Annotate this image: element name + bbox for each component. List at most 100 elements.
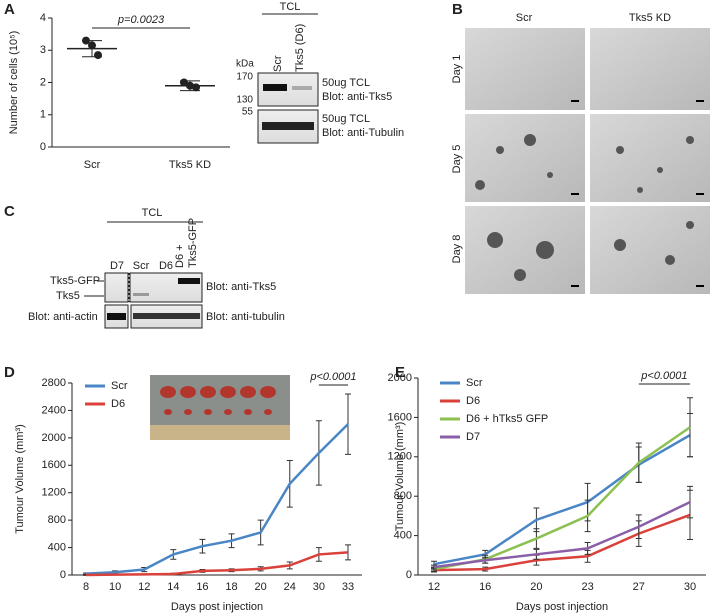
blot-image (104, 272, 129, 303)
legend-label: D6 + hTks5 GFP (466, 413, 548, 425)
x-tick-label: 24 (284, 581, 296, 593)
ruler (150, 425, 290, 440)
band (107, 313, 126, 320)
y-tick-label: 1600 (42, 459, 66, 471)
column-label: Tks5 KD (629, 12, 671, 24)
x-tick-label: 23 (581, 581, 593, 593)
x-tick-label: 18 (225, 581, 237, 593)
x-tick-label: Tks5 KD (169, 159, 211, 171)
panel-label: B (452, 1, 463, 18)
x-tick-label: 8 (83, 581, 89, 593)
y-axis-title: Tumour Volume (mm³) (14, 424, 26, 534)
lane-label: D6 (159, 260, 173, 272)
x-tick-label: Scr (84, 159, 101, 171)
band (178, 278, 200, 284)
panel-label: A (4, 1, 15, 18)
series-line (433, 513, 691, 572)
micrograph (590, 206, 710, 294)
caption: Blot: anti-Tubulin (322, 127, 404, 139)
error-bar (345, 393, 351, 455)
tumour-photo (150, 375, 290, 440)
band-label: Tks5 (56, 290, 80, 302)
x-tick-label: 14 (167, 581, 179, 593)
y-tick-label: 2000 (388, 372, 412, 384)
panel-label: E (395, 364, 405, 381)
lane-label: Tks5 (D6) (294, 24, 306, 72)
micrographs: Scr Tks5 KD Day 1 Day 5 Day 8 (451, 12, 710, 294)
panel-label: C (4, 203, 15, 220)
row-label: Day 8 (451, 235, 463, 264)
band (133, 293, 149, 296)
micrograph (465, 206, 585, 294)
x-tick-label: 16 (479, 581, 491, 593)
y-tick-label: 400 (48, 541, 66, 553)
y-tick-label: 2 (40, 76, 46, 88)
y-tick-label: 1200 (388, 451, 412, 463)
blot-c: TCL D7 Scr D6 D6 + Tks5-GFP Tks5-GFP Tks… (28, 207, 285, 329)
x-tick-label: 12 (138, 581, 150, 593)
x-axis-title: Days post injection (171, 601, 263, 613)
y-axis-title: Number of cells (10⁵) (8, 31, 20, 135)
legend-label: D7 (466, 431, 480, 443)
y-tick-label: 1 (40, 109, 46, 121)
annotation: p<0.0001 (640, 370, 687, 382)
x-tick-label: 20 (255, 581, 267, 593)
data-point (88, 41, 96, 50)
legend-label: D6 (466, 395, 480, 407)
row-label: Day 1 (451, 55, 463, 84)
data-point (192, 83, 200, 92)
y-tick-label: 0 (60, 569, 66, 581)
series-line (85, 551, 349, 577)
cells (475, 134, 694, 281)
legend-label: Scr (466, 377, 483, 389)
y-tick-label: 2400 (42, 404, 66, 416)
band-label: Tks5-GFP (50, 275, 100, 287)
y-tick-label: 400 (394, 530, 412, 542)
unit-label: kDa (236, 59, 254, 70)
annotation: p=0.0023 (117, 14, 165, 26)
lane-label: Scr (133, 260, 150, 272)
caption: Blot: anti-Tks5 (206, 281, 276, 293)
annotation: p<0.0001 (309, 371, 356, 383)
caption: 50ug TCL (322, 113, 370, 125)
marker-label: 170 (236, 72, 253, 83)
lane-label: D6 + (174, 244, 186, 268)
y-axis-title: Tumour Volume (mm³) (394, 422, 406, 532)
micrograph (590, 114, 710, 202)
column-label: Scr (516, 12, 533, 24)
row-label: Day 5 (451, 145, 463, 174)
band (262, 122, 314, 130)
panel-label: D (4, 364, 15, 381)
y-tick-label: 0 (406, 569, 412, 581)
micrograph (465, 28, 585, 110)
caption: Blot: anti-Tks5 (322, 91, 392, 103)
series-line (433, 426, 691, 571)
x-tick-label: 16 (196, 581, 208, 593)
x-tick-label: 27 (633, 581, 645, 593)
lane-label: Tks5-GFP (187, 218, 199, 268)
data-point (186, 81, 194, 90)
band (263, 84, 287, 91)
x-tick-label: 20 (530, 581, 542, 593)
legend-label: Scr (111, 380, 128, 392)
y-tick-label: 2800 (42, 377, 66, 389)
band (133, 313, 200, 319)
y-tick-label: 0 (40, 141, 46, 153)
micrograph (465, 114, 585, 202)
x-axis-title: Days post injection (516, 601, 608, 613)
marker-label: 130 (236, 95, 253, 106)
x-tick-label: 30 (313, 581, 325, 593)
x-tick-label: 30 (684, 581, 696, 593)
caption: Blot: anti-tubulin (206, 311, 285, 323)
data-point (82, 36, 90, 45)
marker-label: 55 (242, 107, 254, 118)
caption: Blot: anti-actin (28, 311, 98, 323)
blot-image (129, 272, 203, 303)
band (292, 86, 312, 90)
y-tick-label: 3 (40, 44, 46, 56)
y-tick-label: 1200 (42, 487, 66, 499)
group-label: TCL (142, 207, 163, 219)
blot-a: TCL Scr Tks5 (D6) kDa 170 130 55 50ug TC… (236, 1, 404, 144)
legend-label: D6 (111, 398, 125, 410)
